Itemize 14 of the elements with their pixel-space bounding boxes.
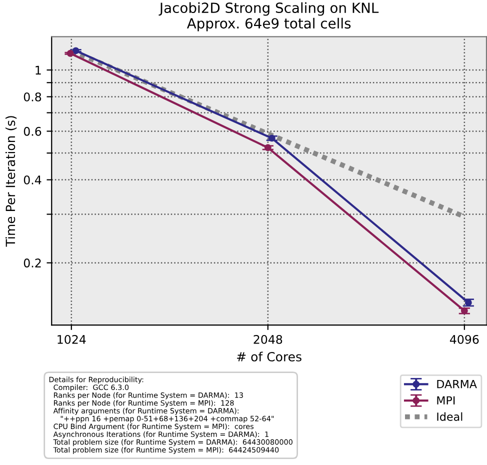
chart-title: Jacobi2D Strong Scaling on KNL Approx. 64e9 total cells: [158, 2, 379, 32]
y-tick-label: 0.6: [24, 126, 42, 136]
x-tick-label: 2048: [254, 334, 282, 344]
y-tick-label: 0.8: [24, 92, 42, 102]
y-tick-label: 0.4: [24, 176, 42, 184]
legend-label: Ideal: [437, 412, 462, 421]
y-tick-label: 0.2: [24, 258, 41, 268]
x-tick-label: 1024: [58, 334, 86, 344]
legend-label: DARMA: [437, 380, 477, 388]
x-tick-label: 4096: [450, 334, 479, 344]
x-axis-title: # of Cores: [237, 352, 302, 362]
y-axis-title: Time Per Iteration (s): [5, 116, 17, 247]
legend-label: MPI: [437, 396, 455, 404]
y-tick-label: 1: [36, 66, 41, 74]
